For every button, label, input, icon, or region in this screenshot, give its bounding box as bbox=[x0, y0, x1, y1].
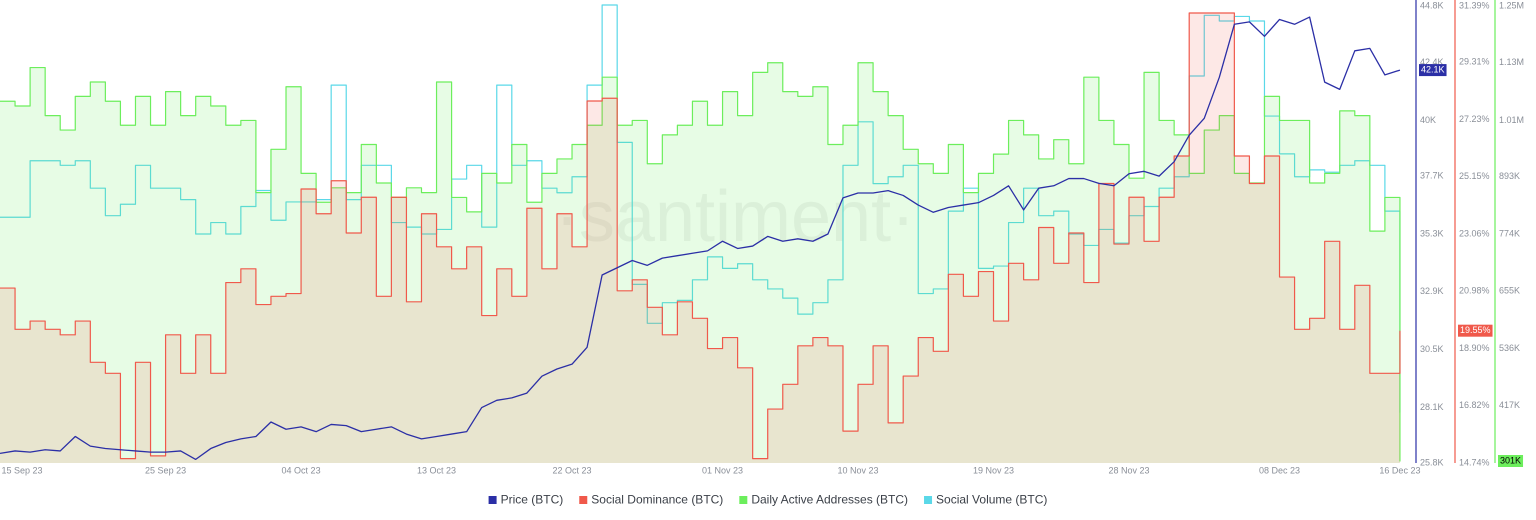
x-tick-label: 08 Dec 23 bbox=[1259, 465, 1300, 475]
y-tick-label: 37.7K bbox=[1420, 171, 1444, 181]
y-tick-label: 27.23% bbox=[1459, 114, 1490, 124]
last-value-badge bbox=[1498, 455, 1524, 467]
legend-swatch bbox=[579, 496, 588, 504]
y-tick-label: 32.9K bbox=[1420, 286, 1444, 296]
last-value-badge bbox=[1419, 64, 1447, 77]
series-line bbox=[0, 62, 1401, 462]
legend-label: Daily Active Addresses (BTC) bbox=[751, 493, 908, 507]
y-tick-label: 40K bbox=[1420, 115, 1436, 125]
y-tick-label: 536K bbox=[1499, 343, 1520, 353]
x-tick-label: 10 Nov 23 bbox=[838, 465, 879, 475]
last-value-label: 42.1K bbox=[1421, 64, 1445, 74]
y-tick-label: 417K bbox=[1499, 400, 1520, 410]
y-tick-label: 774K bbox=[1499, 228, 1520, 238]
y-tick-label: 29.31% bbox=[1459, 57, 1490, 67]
y-tick-label: 655K bbox=[1499, 286, 1520, 296]
series-line bbox=[0, 12, 1401, 460]
y-tick-label: 1.25M bbox=[1499, 0, 1524, 10]
y-tick-label: 25.15% bbox=[1459, 171, 1490, 181]
y-tick-label: 1.13M bbox=[1499, 57, 1524, 67]
legend-label: Price (BTC) bbox=[501, 493, 564, 507]
x-tick-label: 22 Oct 23 bbox=[553, 465, 592, 475]
series-line bbox=[0, 16, 1401, 461]
x-tick-label: 28 Nov 23 bbox=[1108, 465, 1149, 475]
y-tick-label: 14.74% bbox=[1459, 457, 1490, 467]
y-tick-label: 42.4K bbox=[1420, 57, 1444, 67]
y-tick-label: 31.39% bbox=[1459, 0, 1490, 10]
x-tick-label: 16 Dec 23 bbox=[1379, 465, 1420, 475]
y-tick-label: 23.06% bbox=[1459, 229, 1490, 239]
y-tick-label: 35.3K bbox=[1420, 228, 1444, 238]
x-tick-label: 13 Oct 23 bbox=[417, 465, 456, 475]
legend-label: Social Volume (BTC) bbox=[936, 493, 1047, 507]
series-area bbox=[0, 12, 1400, 464]
last-value-label: 301K bbox=[1500, 455, 1521, 465]
x-tick-label: 19 Nov 23 bbox=[973, 465, 1014, 475]
y-tick-label: 18.90% bbox=[1459, 343, 1490, 353]
y-tick-label: 28.1K bbox=[1420, 402, 1444, 412]
y-tick-label: 893K bbox=[1499, 171, 1520, 181]
legend-label: Social Dominance (BTC) bbox=[591, 493, 723, 507]
y-tick-label: 44.8K bbox=[1420, 0, 1444, 10]
last-value-badge bbox=[1458, 324, 1493, 337]
y-tick-label: 1.01M bbox=[1499, 115, 1524, 125]
series-area bbox=[0, 62, 1400, 464]
y-tick-label: 25.8K bbox=[1420, 457, 1444, 467]
x-tick-label: 01 Nov 23 bbox=[702, 465, 743, 475]
y-tick-label: 16.82% bbox=[1459, 400, 1490, 410]
legend-swatch bbox=[739, 496, 748, 504]
x-tick-label: 25 Sep 23 bbox=[145, 465, 186, 475]
last-value-label: 19.55% bbox=[1460, 325, 1491, 335]
y-tick-label: 30.5K bbox=[1420, 344, 1444, 354]
x-tick-label: 15 Sep 23 bbox=[1, 465, 42, 475]
legend-swatch bbox=[924, 496, 933, 504]
legend-swatch bbox=[488, 496, 497, 504]
watermark: ·santiment· bbox=[555, 177, 915, 257]
x-tick-label: 04 Oct 23 bbox=[282, 465, 321, 475]
y-tick-label: 20.98% bbox=[1459, 286, 1490, 296]
